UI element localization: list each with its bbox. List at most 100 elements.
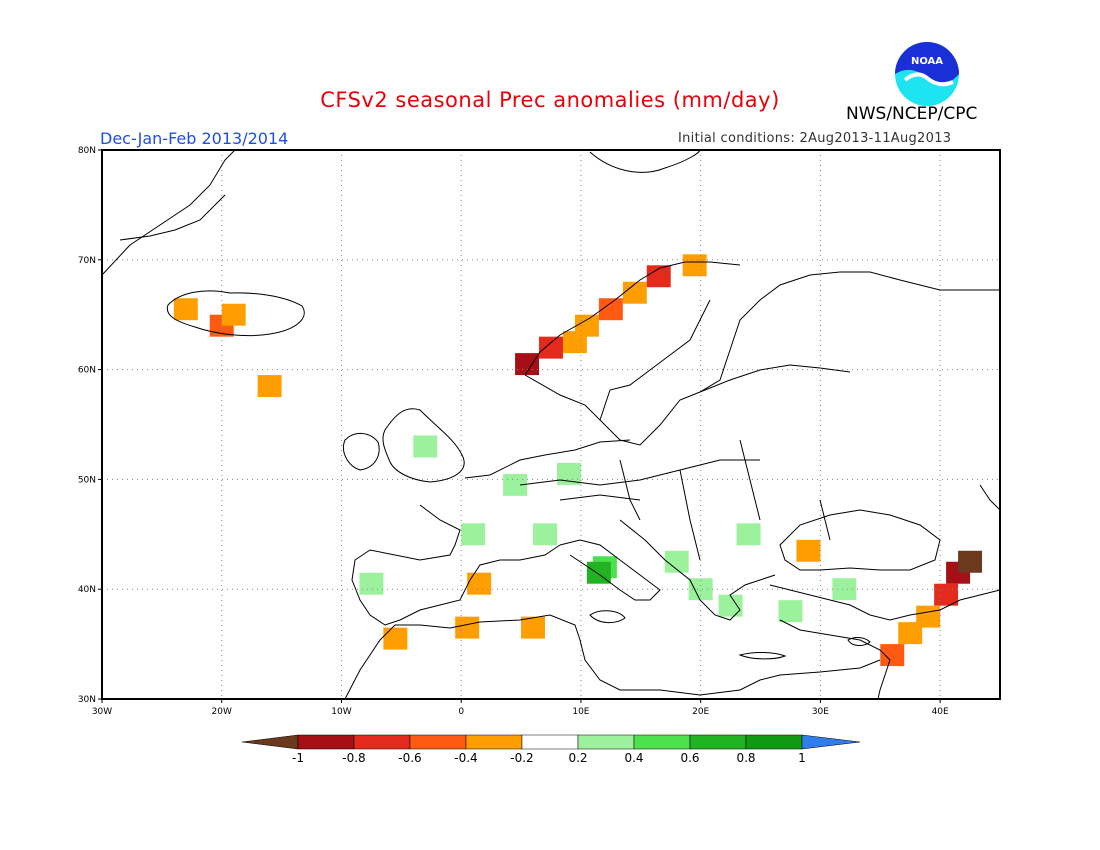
baltic-coast — [599, 299, 711, 421]
levant-coast — [877, 659, 891, 699]
anomaly-cell — [958, 550, 983, 573]
anomaly-cell — [461, 523, 486, 546]
anomaly-cell — [173, 298, 198, 321]
anomaly-cell — [467, 572, 492, 595]
cyprus-outline — [847, 637, 871, 646]
anomaly-cell — [533, 523, 557, 546]
anomaly-cell — [796, 539, 821, 562]
anomaly-cell — [736, 523, 761, 546]
map-background — [102, 150, 1000, 699]
colorbar-label: 0.2 — [568, 751, 587, 765]
anomaly-cell — [718, 594, 743, 617]
north-sea-coast — [464, 439, 631, 479]
anomaly-cell — [898, 622, 923, 645]
anomaly-cell — [622, 281, 647, 304]
colorbar: -1 -0.8 -0.6 -0.4 -0.2 0.2 0.4 0.6 0.8 1 — [241, 734, 861, 765]
lon-tick-label: 40E — [932, 707, 949, 717]
map-frame — [101, 149, 1001, 700]
coastlines — [102, 150, 1000, 699]
caspian-outline — [979, 484, 1000, 511]
anomaly-cell — [574, 314, 599, 337]
lon-tick-label: 10E — [572, 707, 589, 717]
colorbar-label: -0.8 — [342, 751, 365, 765]
anomaly-cell — [664, 550, 689, 573]
colorbar-box — [633, 734, 691, 750]
colorbar-box — [577, 734, 635, 750]
finland-gulf — [699, 364, 851, 393]
colorbar-box — [465, 734, 523, 750]
balkans-coast — [619, 519, 776, 621]
anomaly-cell — [539, 336, 563, 359]
anomaly-cell — [778, 600, 803, 623]
anomaly-cell — [646, 265, 671, 288]
crete-outline — [738, 652, 787, 660]
sicily-outline — [589, 610, 626, 623]
lon-tick-label: 20E — [692, 707, 709, 717]
lon-tick-label: 20W — [212, 707, 232, 717]
anomaly-cell — [682, 254, 707, 277]
colorbar-box — [409, 734, 467, 750]
lon-tick-label: 30W — [92, 707, 112, 717]
logo-text: NOAA — [911, 56, 943, 67]
colorbar-label: 0.4 — [624, 751, 643, 765]
norway-coast — [524, 261, 741, 376]
anomaly-cell — [257, 375, 282, 398]
anomaly-cell — [832, 578, 857, 601]
lat-tick-label: 80N — [78, 146, 96, 156]
anomaly-cell — [455, 616, 480, 639]
colorbar-label: -0.2 — [510, 751, 533, 765]
chart-title: CFSv2 seasonal Prec anomalies (mm/day) — [320, 88, 780, 112]
anomaly-cell — [413, 435, 438, 458]
border-lines — [519, 439, 831, 561]
colorbar-label: 0.8 — [736, 751, 755, 765]
anomaly-cell — [688, 578, 713, 601]
ireland-outline — [343, 433, 380, 471]
colorbar-label: -0.6 — [398, 751, 421, 765]
colorbar-box — [745, 734, 803, 750]
colorbar-box — [521, 734, 579, 750]
colorbar-label: 1 — [798, 751, 806, 765]
initial-conditions-label: Initial conditions: 2Aug2013-11Aug2013 — [678, 131, 952, 146]
north-africa-coast — [344, 614, 881, 699]
anomaly-cell — [359, 572, 384, 595]
lon-tick-label: 10W — [331, 707, 351, 717]
lon-tick-label: 0 — [458, 707, 464, 717]
iceland-outline — [166, 290, 305, 337]
anomaly-cell — [515, 353, 540, 376]
colorbar-right-arrow — [801, 734, 861, 750]
scandinavia-outline — [524, 271, 1000, 446]
greenland-outline — [102, 150, 236, 276]
colorbar-box — [297, 734, 355, 750]
anomaly-cell — [503, 473, 528, 496]
organization-label: NWS/NCEP/CPC — [846, 104, 978, 124]
anomaly-cell — [880, 644, 905, 667]
lat-tick-label: 40N — [78, 585, 96, 595]
british-isles — [382, 408, 465, 483]
colorbar-left-arrow — [241, 734, 299, 750]
lat-tick-label: 70N — [78, 256, 96, 266]
axis-ticks: 30W 20W 10W 0 10E 20E 30E 40E 30N 40N 50N 60N 70N 80N — [78, 146, 949, 717]
anomaly-cell — [221, 303, 246, 326]
lat-tick-label: 30N — [78, 695, 96, 705]
colorbar-box — [689, 734, 747, 750]
greenland-coast-detail — [119, 194, 226, 241]
anatolia-south — [779, 619, 891, 661]
colorbar-label: 0.6 — [680, 751, 699, 765]
italy-outline — [559, 539, 661, 601]
noaa-logo: NOAA — [895, 42, 959, 106]
colorbar-label: -0.4 — [454, 751, 477, 765]
anomaly-cell — [521, 616, 546, 639]
svalbard-outline — [589, 150, 701, 173]
turkey-coast — [769, 584, 1000, 621]
lat-tick-label: 60N — [78, 366, 96, 376]
season-label: Dec-Jan-Feb 2013/2014 — [100, 129, 289, 148]
europe-west-coast — [351, 504, 561, 626]
colorbar-box — [353, 734, 411, 750]
colorbar-label: -1 — [292, 751, 304, 765]
anomaly-cell — [598, 298, 623, 321]
lat-tick-label: 50N — [78, 475, 96, 485]
lon-tick-label: 30E — [812, 707, 829, 717]
anomaly-cell — [383, 627, 408, 650]
black-sea-outline — [779, 509, 941, 571]
